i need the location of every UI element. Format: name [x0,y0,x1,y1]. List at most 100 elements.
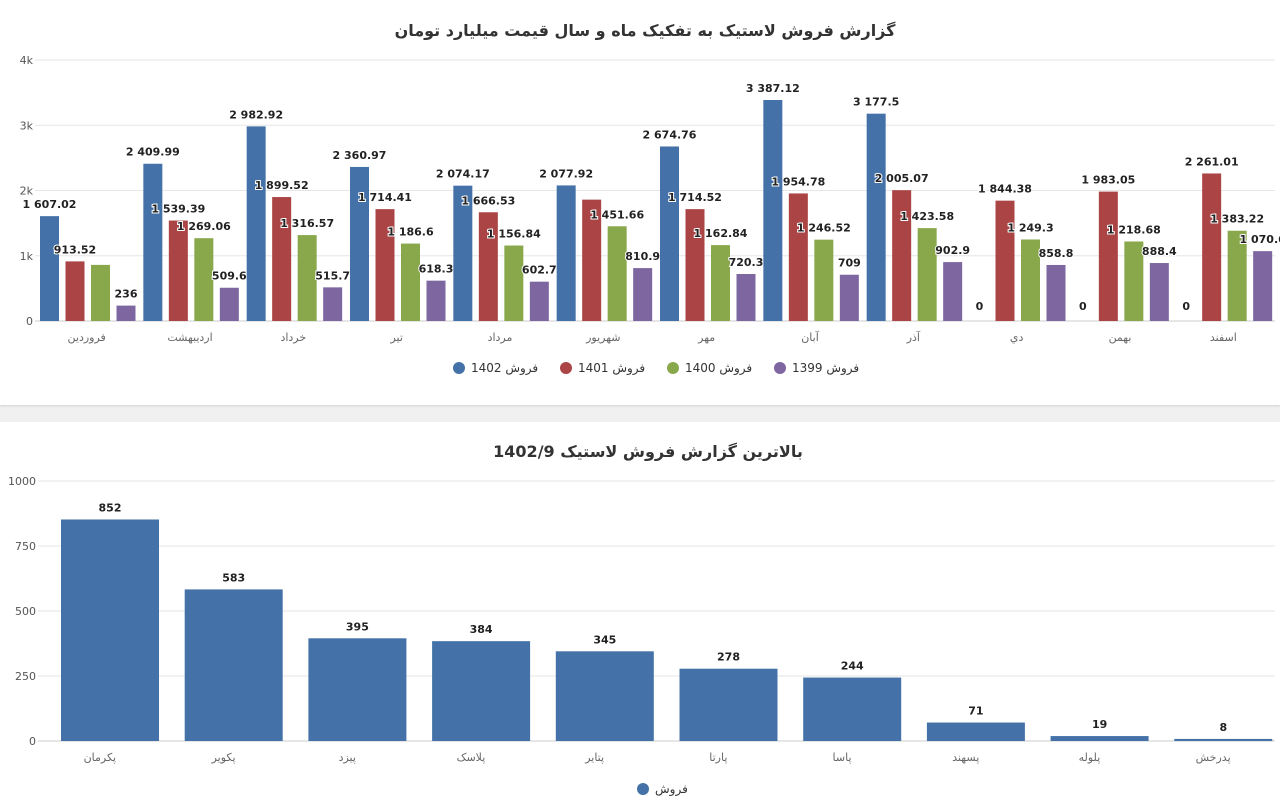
data-label: 2 360.97 [333,149,387,162]
data-label: 2 005.07 [875,172,929,185]
bar [814,239,834,321]
data-label: 345 [593,633,616,646]
data-label: 888.4 [1142,245,1177,258]
x-tick-label: پکویر [211,751,236,764]
data-label: 1 539.39 [151,203,205,216]
x-tick-label: دي [1010,331,1024,344]
x-tick-label: مرداد [488,331,513,344]
bar [1253,251,1273,321]
bar [432,641,531,741]
bar [607,226,627,321]
bar [1021,239,1040,321]
data-label: 1 607.02 [23,198,77,211]
x-tick-label: بهمن [1109,331,1132,344]
bar [660,146,679,321]
data-label: 2 674.76 [643,128,697,141]
x-tick-label: پارتا [709,751,727,764]
bar [1202,173,1222,321]
data-label: 515.7 [315,269,350,282]
data-label: 1 162.84 [694,227,748,240]
legend-label: فروش 1401 [578,361,645,376]
data-label: 2 982.92 [229,108,283,121]
data-label: 1 666.53 [461,194,515,207]
x-tick-label: مهر [697,331,715,344]
x-tick-label: فروردین [68,331,106,344]
x-tick-label: خرداد [280,331,306,344]
bar [116,305,136,321]
data-label: 278 [717,651,740,664]
legend-marker [637,783,649,795]
bar [1046,264,1066,321]
bar [478,212,498,321]
top-sales-chart: بالاترین گزارش فروش لاستیک 1402/9 0 250 50… [8,442,1275,797]
data-label: 71 [968,705,983,718]
x-tick-label: تیر [389,331,402,344]
bar [297,235,317,321]
bar [736,274,756,321]
data-label: 858.8 [1039,247,1074,260]
bar [582,199,602,321]
bar [685,209,705,321]
bar [143,163,163,321]
data-label: 1 899.52 [255,179,309,192]
bar [1098,191,1118,321]
x-tick-label: پسهند [952,751,979,764]
data-label: 19 [1092,718,1107,731]
data-label: 3 387.12 [746,82,800,95]
x-tick-label: پلاسک [457,751,486,764]
bar [375,209,395,321]
bar [308,638,407,741]
bar [219,287,239,321]
data-label: 1 156.84 [487,228,541,241]
bar [556,185,576,321]
data-label: 0 [1079,300,1087,313]
bar [529,281,549,321]
bar [917,228,937,321]
data-label: 1 844.38 [978,183,1032,196]
legend-marker [560,362,572,374]
x-tick-label: شهریور [585,331,620,344]
data-label: 1 954.78 [771,175,825,188]
y-tick-label: 1000 [8,475,36,488]
data-label: 2 261.01 [1185,155,1239,168]
data-label: 236 [115,288,138,301]
data-label: 913.52 [54,243,96,256]
data-label: 1 246.52 [797,222,851,235]
data-label: 852 [99,501,122,514]
bar [194,238,214,321]
y-tick-label: 0 [29,735,36,748]
top-sales-chart-card: بالاترین گزارش فروش لاستیک 1402/9 0 250 50… [0,422,1280,812]
bar [633,268,653,321]
bar [246,126,266,321]
data-label: 384 [470,623,493,636]
bar [65,261,85,321]
bar [1050,736,1149,741]
bar [61,519,159,741]
x-tick-label: پلوله [1079,751,1101,764]
x-tick-label: اردیبهشت [167,331,212,344]
data-label: 0 [976,300,984,313]
data-label: 1 070.6 [1240,233,1280,246]
x-tick-label: پاسا [833,751,852,764]
data-label: 720.3 [729,256,764,269]
legend-label: فروش 1400 [685,361,752,376]
data-label: 244 [841,660,864,673]
bar [763,99,783,321]
data-label: 509.6 [212,270,247,283]
bar [803,677,902,741]
data-label: 2 409.99 [126,146,180,159]
chart-title: بالاترین گزارش فروش لاستیک 1402/9 [493,442,803,461]
x-tick-label: پتایر [584,751,604,764]
x-tick-label: پکرمان [84,751,117,764]
data-label: 618.3 [419,263,454,276]
data-label: 1 714.41 [358,191,412,204]
legend-label: فروش [655,782,688,797]
legend-marker [667,362,679,374]
data-label: 1 249.3 [1007,221,1053,234]
data-label: 2 074.17 [436,168,490,181]
bar [40,216,59,321]
data-label: 902.9 [935,244,970,257]
legend-marker [453,362,465,374]
bar [1149,263,1169,321]
legend-label: فروش 1402 [471,361,538,376]
